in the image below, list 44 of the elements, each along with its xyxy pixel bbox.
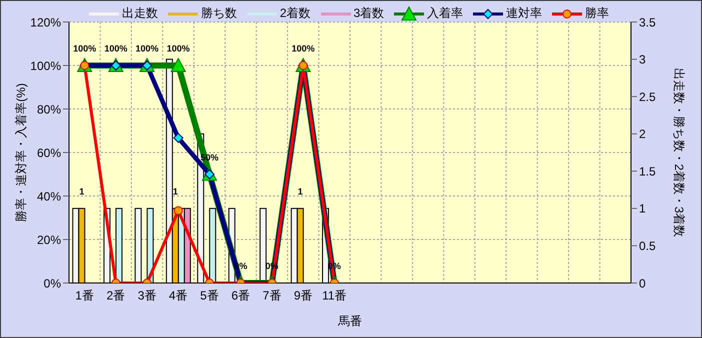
legend-label: 入着率 xyxy=(426,5,464,22)
data-label: 1 xyxy=(298,186,303,196)
y2-tick-label: 1.5 xyxy=(639,164,656,178)
x-tick-label: 5番 xyxy=(200,288,219,303)
x-tick-label: 6番 xyxy=(231,288,250,303)
y-tick-label: 0% xyxy=(44,276,62,290)
y-tick-label: 60% xyxy=(36,146,62,160)
y2-tick-label: 2 xyxy=(639,127,646,142)
point xyxy=(170,58,186,72)
x-tick-label: 4番 xyxy=(168,288,188,303)
y-tick-label: 80% xyxy=(36,102,62,116)
data-label: 1 xyxy=(79,186,84,196)
y-axis-title: 勝率・連対率・入着率(%) xyxy=(14,83,28,222)
y2-tick-label: 1 xyxy=(639,202,646,216)
y2-tick-label: 0.5 xyxy=(639,238,656,253)
legend-label: 出走数 xyxy=(120,5,158,22)
y2-axis-title: 出走数・勝ち数・2着数・3着数 xyxy=(672,68,686,238)
data-label: 1 xyxy=(172,186,178,196)
x-tick-label: 9番 xyxy=(294,288,313,303)
data-label: 100% xyxy=(166,44,190,54)
data-label: 100% xyxy=(73,44,96,54)
y2-tick-label: 3.5 xyxy=(639,15,656,30)
x-tick-label: 7番 xyxy=(262,288,282,303)
data-label: 100% xyxy=(136,44,159,54)
y2-tick-label: 0 xyxy=(639,276,646,290)
legend-label: 連対率 xyxy=(505,5,542,22)
y-tick-label: 120% xyxy=(30,15,62,30)
x-axis-title: 馬番 xyxy=(337,314,362,328)
y2-tick-label: 3 xyxy=(639,52,646,67)
data-label: 100% xyxy=(104,44,128,54)
point xyxy=(173,132,184,143)
y-tick-label: 20% xyxy=(36,232,62,247)
legend-label: 勝ち数 xyxy=(200,5,237,22)
x-tick-label: 2番 xyxy=(106,288,126,303)
data-label: 100% xyxy=(292,44,315,54)
y2-tick-label: 2.5 xyxy=(639,90,656,104)
x-tick-label: 1番 xyxy=(75,288,94,303)
y-tick-label: 40% xyxy=(36,189,62,204)
legend-label: 勝率 xyxy=(584,5,610,22)
y-tick-label: 100% xyxy=(30,58,62,73)
x-tick-label: 3番 xyxy=(138,288,156,303)
legend-label: 3着数 xyxy=(352,5,384,22)
x-tick-label: 11番 xyxy=(322,288,347,303)
legend-label: 2着数 xyxy=(278,5,310,22)
